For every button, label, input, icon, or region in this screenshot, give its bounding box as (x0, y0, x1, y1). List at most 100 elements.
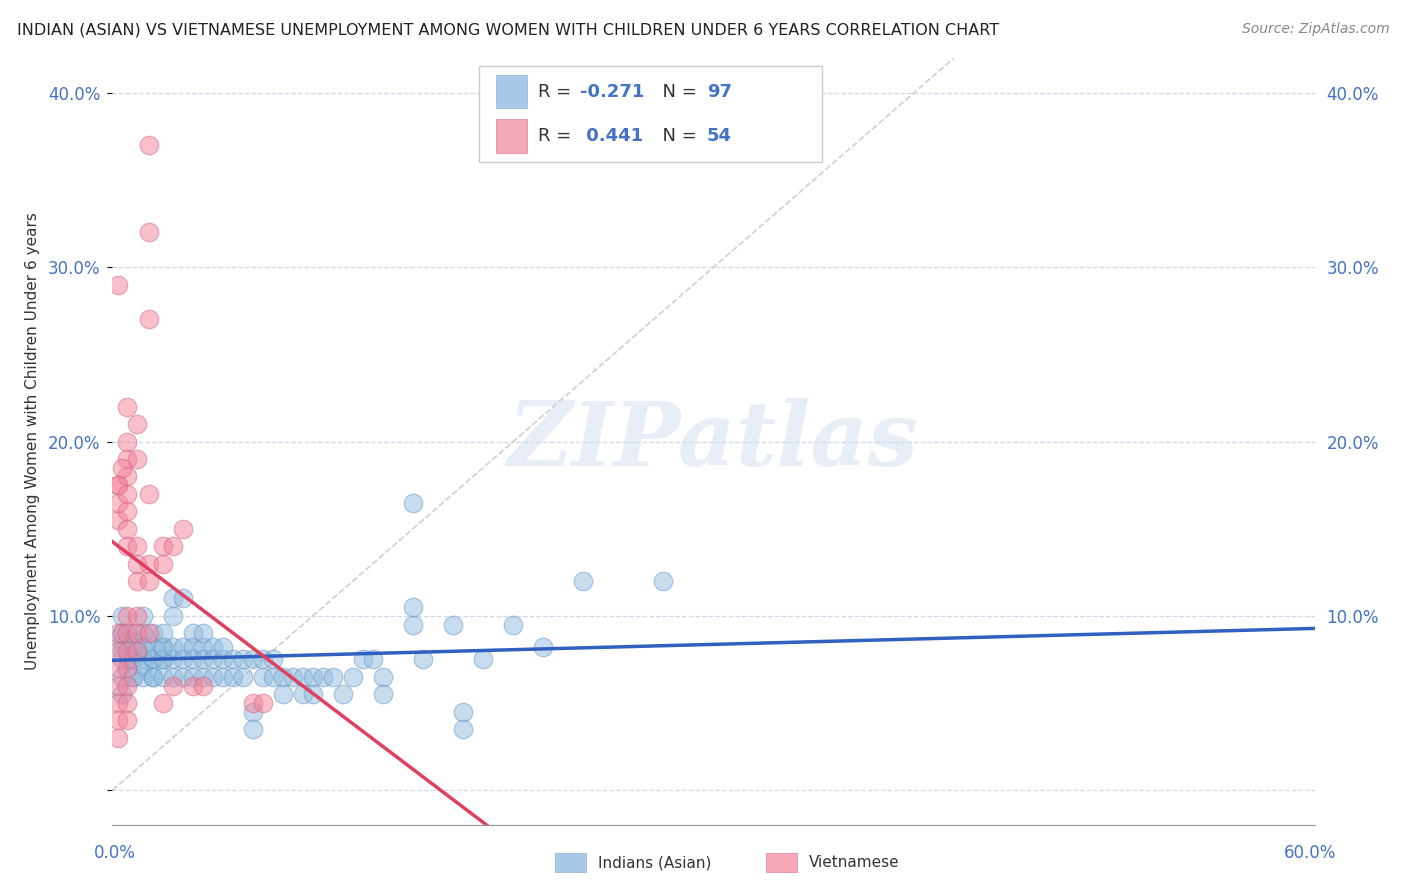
Point (107, 661, 129, 675)
Point (138, 626, 160, 640)
Point (152, 557, 174, 571)
Point (181, 679, 204, 693)
Point (115, 714, 138, 728)
Point (117, 652, 139, 666)
Point (312, 670, 335, 684)
Point (111, 608, 134, 623)
Point (131, 608, 153, 623)
Point (162, 640, 184, 655)
Text: -0.271: -0.271 (581, 83, 645, 101)
Point (152, 539, 174, 553)
Point (141, 652, 165, 666)
Point (121, 670, 143, 684)
Point (402, 617, 425, 632)
Point (107, 626, 129, 640)
Point (125, 452, 148, 467)
Point (262, 670, 284, 684)
Point (572, 574, 595, 588)
Point (322, 670, 344, 684)
Point (191, 679, 214, 693)
Point (138, 225, 160, 239)
Point (162, 539, 184, 553)
Point (138, 312, 160, 326)
Point (191, 652, 214, 666)
Point (152, 696, 174, 710)
Point (181, 640, 204, 655)
Point (201, 652, 224, 666)
Point (371, 670, 394, 684)
Point (138, 487, 160, 501)
Point (531, 640, 554, 655)
Text: N =: N = (651, 83, 702, 101)
Point (181, 652, 204, 666)
Point (131, 657, 153, 672)
Text: N =: N = (651, 127, 702, 145)
Point (472, 652, 495, 666)
Text: 0.0%: 0.0% (94, 844, 136, 862)
Point (412, 652, 434, 666)
Point (222, 652, 245, 666)
Point (115, 434, 138, 449)
Point (125, 539, 148, 553)
Point (152, 652, 174, 666)
Point (162, 591, 184, 606)
Point (242, 705, 264, 719)
Point (352, 652, 374, 666)
Point (252, 652, 274, 666)
Point (451, 705, 474, 719)
Point (138, 138, 160, 153)
Point (107, 696, 129, 710)
Point (201, 670, 224, 684)
Point (121, 635, 143, 649)
Point (107, 679, 129, 693)
Point (107, 478, 129, 492)
Point (107, 478, 129, 492)
Point (115, 608, 138, 623)
Point (111, 670, 134, 684)
Point (191, 670, 214, 684)
Point (302, 670, 325, 684)
Point (152, 652, 174, 666)
Point (402, 600, 425, 615)
Point (211, 670, 233, 684)
Point (131, 640, 153, 655)
Point (181, 670, 204, 684)
Point (172, 591, 194, 606)
Point (162, 608, 184, 623)
Point (162, 652, 184, 666)
Text: 60.0%: 60.0% (1284, 844, 1337, 862)
Text: ZIPatlas: ZIPatlas (508, 399, 920, 484)
Point (181, 626, 204, 640)
Point (111, 635, 134, 649)
Point (125, 608, 148, 623)
Point (152, 670, 174, 684)
Point (211, 652, 233, 666)
Point (172, 670, 194, 684)
Point (125, 644, 148, 658)
Point (115, 644, 138, 658)
Point (302, 687, 325, 701)
Point (271, 670, 294, 684)
Point (131, 652, 153, 666)
Point (152, 626, 174, 640)
Point (332, 687, 354, 701)
Point (107, 731, 129, 745)
Text: 97: 97 (707, 83, 733, 101)
Point (201, 640, 224, 655)
Point (342, 670, 364, 684)
Point (115, 661, 138, 675)
Point (111, 644, 134, 658)
Point (172, 652, 194, 666)
Point (252, 670, 274, 684)
Point (141, 670, 165, 684)
Point (141, 640, 165, 655)
Point (131, 670, 153, 684)
Point (111, 652, 134, 666)
Text: Source: ZipAtlas.com: Source: ZipAtlas.com (1241, 22, 1389, 37)
Point (131, 640, 153, 655)
Point (121, 652, 143, 666)
Point (121, 670, 143, 684)
Point (111, 460, 134, 475)
Point (232, 652, 254, 666)
Text: R =: R = (538, 83, 578, 101)
